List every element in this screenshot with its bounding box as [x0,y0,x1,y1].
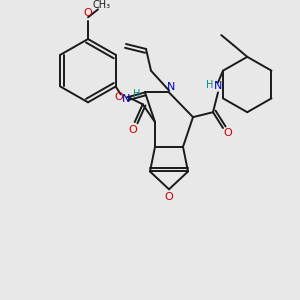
Text: O: O [115,92,123,102]
Text: O: O [84,8,92,18]
Text: O: O [224,128,232,138]
Text: CH₃: CH₃ [93,0,111,11]
Text: N: N [122,94,130,104]
Text: H: H [206,80,214,89]
Text: H: H [133,89,140,99]
Text: N: N [214,80,222,91]
Text: N: N [167,82,175,92]
Text: O: O [165,192,173,202]
Text: O: O [128,125,137,135]
